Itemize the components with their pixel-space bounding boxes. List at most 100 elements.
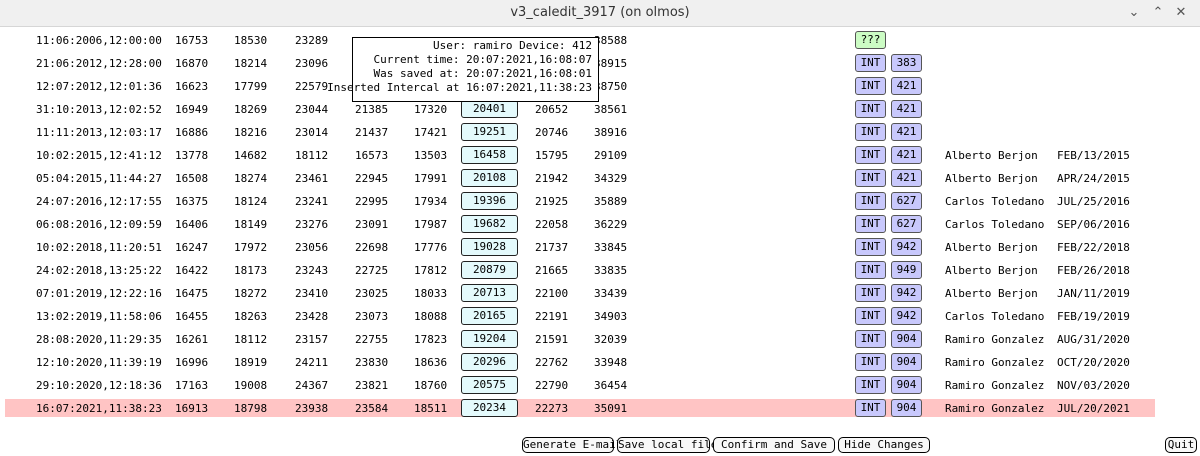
device-button[interactable]: 904	[891, 353, 922, 371]
row-value-2: 18124	[234, 195, 268, 208]
row-value-7: 38750	[594, 80, 628, 93]
row-report-date: JUL/20/2021	[1057, 402, 1130, 415]
int-tag-button[interactable]: INT	[855, 192, 886, 210]
row-datetime: 05:04:2015,11:44:27	[36, 172, 162, 185]
int-tag-button[interactable]: INT	[855, 146, 886, 164]
table-row[interactable]: 11:11:2013,12:03:17 16886 18216 23014 21437 1…	[0, 121, 1200, 144]
device-button[interactable]: 421	[891, 146, 922, 164]
row-value-1: 16375	[175, 195, 209, 208]
device-button[interactable]: 949	[891, 261, 922, 279]
int-tag-button[interactable]: INT	[855, 169, 886, 187]
row-value-7: 38915	[594, 57, 628, 70]
int-tag-button[interactable]: INT	[855, 353, 886, 371]
int-tag-button[interactable]: INT	[855, 399, 886, 417]
table-row[interactable]: 31:10:2013,12:02:52 16949 18269 23044 21385 1…	[0, 98, 1200, 121]
int-tag-button[interactable]: INT	[855, 77, 886, 95]
table-row[interactable]: 21:06:2012,12:28:00 16870 18214 23096 38915 I…	[0, 52, 1200, 75]
table-row[interactable]: 11:06:2006,12:00:00 16753 18530 23289 38588?…	[0, 29, 1200, 52]
row-value-3: 23241	[295, 195, 329, 208]
row-value-5: 17421	[414, 126, 448, 139]
int-tag-button[interactable]: INT	[855, 307, 886, 325]
save-local-file-button[interactable]: Save local file	[617, 437, 718, 453]
table-row[interactable]: 06:08:2016,12:09:59 16406 18149 23276 23091 1…	[0, 213, 1200, 236]
device-button[interactable]: 627	[891, 192, 922, 210]
device-button[interactable]: 904	[891, 330, 922, 348]
int-tag-button[interactable]: INT	[855, 100, 886, 118]
confirm-and-save-button[interactable]: Confirm and Save	[713, 437, 835, 453]
row-selected-value[interactable]: 20879	[461, 261, 518, 279]
row-datetime: 24:02:2018,13:25:22	[36, 264, 162, 277]
int-tag-button[interactable]: INT	[855, 330, 886, 348]
row-selected-value[interactable]: 19028	[461, 238, 518, 256]
row-value-5: 17934	[414, 195, 448, 208]
table-row[interactable]: 12:10:2020,11:39:19 16996 18919 24211 23830 1…	[0, 351, 1200, 374]
table-row-selected[interactable]: 16:07:2021,11:38:23 16913 18798 23938 23584 1…	[0, 397, 1200, 420]
row-value-1: 16870	[175, 57, 209, 70]
row-selected-value[interactable]: 19396	[461, 192, 518, 210]
row-selected-value[interactable]: 19204	[461, 330, 518, 348]
row-selected-value[interactable]: 20296	[461, 353, 518, 371]
row-operator-name: Ramiro Gonzalez	[945, 402, 1045, 415]
int-tag-button[interactable]: INT	[855, 376, 886, 394]
device-button[interactable]: 942	[891, 238, 922, 256]
device-button[interactable]: 421	[891, 100, 922, 118]
row-operator-name: Carlos Toledano	[945, 195, 1045, 208]
row-selected-value[interactable]: 20165	[461, 307, 518, 325]
table-row[interactable]: 10:02:2018,11:20:51 16247 17972 23056 22698 1…	[0, 236, 1200, 259]
table-row[interactable]: 13:02:2019,11:58:06 16455 18263 23428 23073 1…	[0, 305, 1200, 328]
generate-email-button[interactable]: Generate E-mail	[522, 437, 623, 453]
table-row[interactable]: 12:07:2012,12:01:36 16623 17799 22579 38750 I…	[0, 75, 1200, 98]
row-datetime: 07:01:2019,12:22:16	[36, 287, 162, 300]
table-row[interactable]: 28:08:2020,11:29:35 16261 18112 23157 22755 1…	[0, 328, 1200, 351]
row-value-5: 13503	[414, 149, 448, 162]
row-selected-value[interactable]: 20401	[461, 100, 518, 118]
minimize-icon[interactable]: ⌄	[1128, 5, 1140, 20]
device-button[interactable]: 942	[891, 307, 922, 325]
row-value-3: 23276	[295, 218, 329, 231]
int-tag-button[interactable]: INT	[855, 215, 886, 233]
quit-button[interactable]: Quit	[1165, 437, 1197, 453]
row-value-4: 23830	[355, 356, 389, 369]
device-button[interactable]: 421	[891, 77, 922, 95]
row-value-4: 22755	[355, 333, 389, 346]
row-value-5: 18088	[414, 310, 448, 323]
table-row[interactable]: 05:04:2015,11:44:27 16508 18274 23461 22945 1…	[0, 167, 1200, 190]
table-row[interactable]: 29:10:2020,12:18:36 17163 19008 24367 23821 1…	[0, 374, 1200, 397]
row-value-4: 21437	[355, 126, 389, 139]
device-button[interactable]: 904	[891, 376, 922, 394]
device-button[interactable]: 383	[891, 54, 922, 72]
maximize-icon[interactable]: ⌃	[1152, 5, 1164, 20]
row-value-3: 23056	[295, 241, 329, 254]
row-selected-value[interactable]: 19251	[461, 123, 518, 141]
row-value-2: 18274	[234, 172, 268, 185]
row-selected-value[interactable]: 20575	[461, 376, 518, 394]
device-button[interactable]: 627	[891, 215, 922, 233]
int-tag-button[interactable]: INT	[855, 123, 886, 141]
device-button[interactable]: 904	[891, 399, 922, 417]
row-selected-value[interactable]: 20108	[461, 169, 518, 187]
close-icon[interactable]: ✕	[1175, 5, 1187, 20]
unknown-tag-button[interactable]: ???	[855, 31, 886, 49]
device-button[interactable]: 421	[891, 123, 922, 141]
row-value-7: 29109	[594, 149, 628, 162]
row-operator-name: Alberto Berjon	[945, 264, 1038, 277]
row-selected-value[interactable]: 20713	[461, 284, 518, 302]
int-tag-button[interactable]: INT	[855, 54, 886, 72]
device-button[interactable]: 942	[891, 284, 922, 302]
int-tag-button[interactable]: INT	[855, 261, 886, 279]
int-tag-button[interactable]: INT	[855, 284, 886, 302]
row-selected-value[interactable]: 16458	[461, 146, 518, 164]
table-row[interactable]: 10:02:2015,12:41:12 13778 14682 18112 16573 1…	[0, 144, 1200, 167]
table-row[interactable]: 24:07:2016,12:17:55 16375 18124 23241 22995 1…	[0, 190, 1200, 213]
row-datetime: 12:07:2012,12:01:36	[36, 80, 162, 93]
row-value-3: 23938	[295, 402, 329, 415]
row-selected-value[interactable]: 20234	[461, 399, 518, 417]
row-selected-value[interactable]: 19682	[461, 215, 518, 233]
row-datetime: 16:07:2021,11:38:23	[36, 402, 162, 415]
table-row[interactable]: 24:02:2018,13:25:22 16422 18173 23243 22725 1…	[0, 259, 1200, 282]
table-row[interactable]: 07:01:2019,12:22:16 16475 18272 23410 23025 1…	[0, 282, 1200, 305]
row-datetime: 13:02:2019,11:58:06	[36, 310, 162, 323]
int-tag-button[interactable]: INT	[855, 238, 886, 256]
hide-changes-button[interactable]: Hide Changes	[838, 437, 930, 453]
device-button[interactable]: 421	[891, 169, 922, 187]
